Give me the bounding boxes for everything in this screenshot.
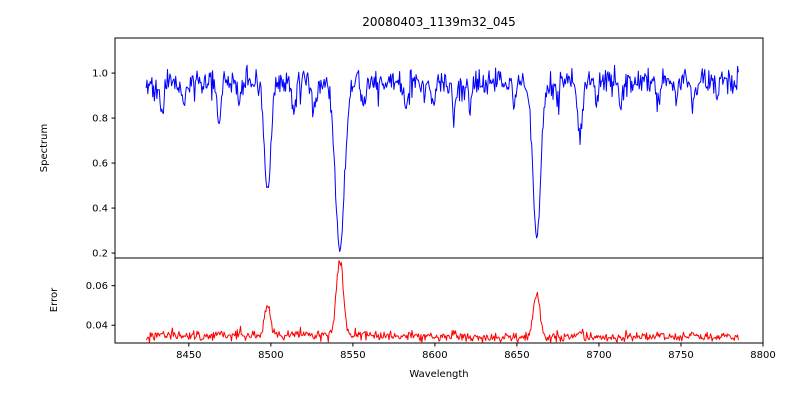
axes-frame: [114, 37, 764, 344]
spectrum-y-axis-label: Spectrum: [39, 124, 50, 172]
x-tick-label: 8550: [340, 350, 365, 361]
y-tick-label: 0.04: [86, 321, 108, 332]
x-tick-label: 8500: [258, 350, 283, 361]
x-tick-label: 8800: [750, 350, 775, 361]
y-tick-label: 0.4: [92, 204, 108, 215]
x-tick-label: 8600: [422, 350, 447, 361]
chart-title: 20080403_1139m32_045: [362, 15, 515, 29]
x-axis-label: Wavelength: [409, 369, 468, 380]
error-line: [145, 260, 739, 343]
spectrum-line: [145, 64, 739, 253]
x-tick-label: 8700: [586, 350, 611, 361]
y-tick-label: 0.2: [92, 249, 108, 260]
y-tick-label: 0.06: [86, 281, 108, 292]
x-tick-label: 8450: [176, 350, 201, 361]
y-tick-label: 0.8: [92, 114, 108, 125]
error-panel-frame: [114, 257, 764, 344]
y-tick-label: 0.6: [92, 159, 108, 170]
x-tick-label: 8650: [504, 350, 529, 361]
tick-layer: 8450 8500 8550 8600 8650 8700 8750 8800 0.2 0.4 0.…: [86, 69, 776, 361]
series-layer: [145, 64, 739, 343]
x-tick-label: 8750: [668, 350, 693, 361]
y-tick-label: 1.0: [92, 69, 108, 80]
error-y-axis-label: Error: [49, 287, 60, 312]
